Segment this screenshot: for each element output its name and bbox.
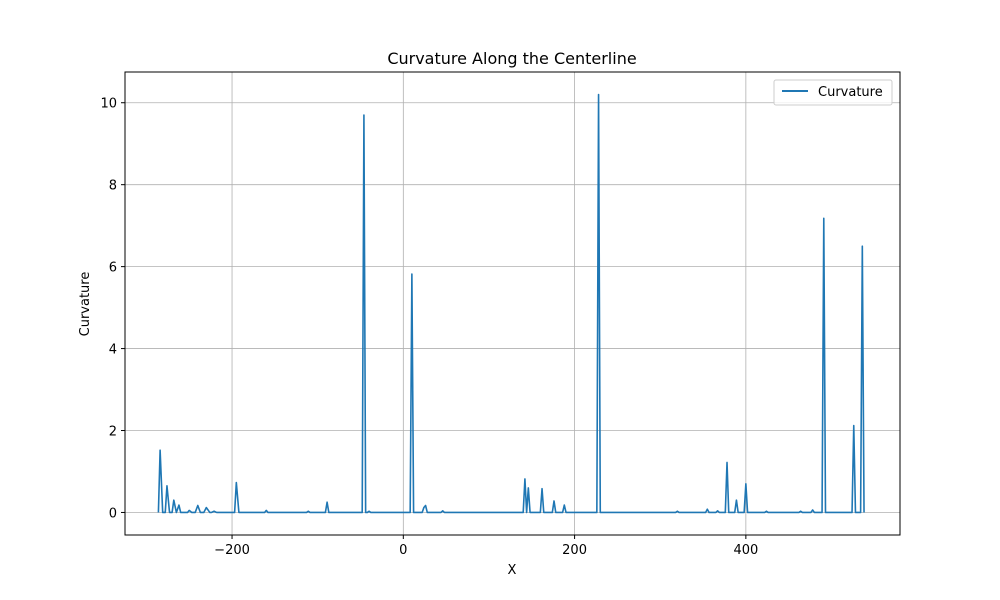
y-axis-ticks: 0 2 4 6 8 10 <box>100 97 125 521</box>
legend: Curvature <box>773 79 893 106</box>
series-group <box>157 93 865 514</box>
grid-lines <box>125 72 900 535</box>
legend-box <box>773 79 893 106</box>
y-tick-label: 0 <box>109 506 117 521</box>
x-tick-label: −200 <box>214 543 250 558</box>
y-tick-label: 2 <box>109 425 117 440</box>
y-axis-label: Curvature <box>78 272 93 337</box>
x-tick-label: 0 <box>399 543 407 558</box>
x-tick-label: 400 <box>733 543 758 558</box>
x-axis-label: X <box>508 563 517 578</box>
series-line-curvature <box>157 93 865 514</box>
x-tick-label: 200 <box>562 543 587 558</box>
chart-title: Curvature Along the Centerline <box>387 49 636 68</box>
plot-frame <box>124 71 901 536</box>
y-tick-label: 8 <box>109 179 117 194</box>
y-tick-label: 10 <box>100 97 117 112</box>
x-axis-ticks: −200 0 200 400 <box>214 535 758 558</box>
y-tick-label: 6 <box>109 261 117 276</box>
y-tick-label: 4 <box>109 343 117 358</box>
legend-label-curvature: Curvature <box>818 85 883 100</box>
